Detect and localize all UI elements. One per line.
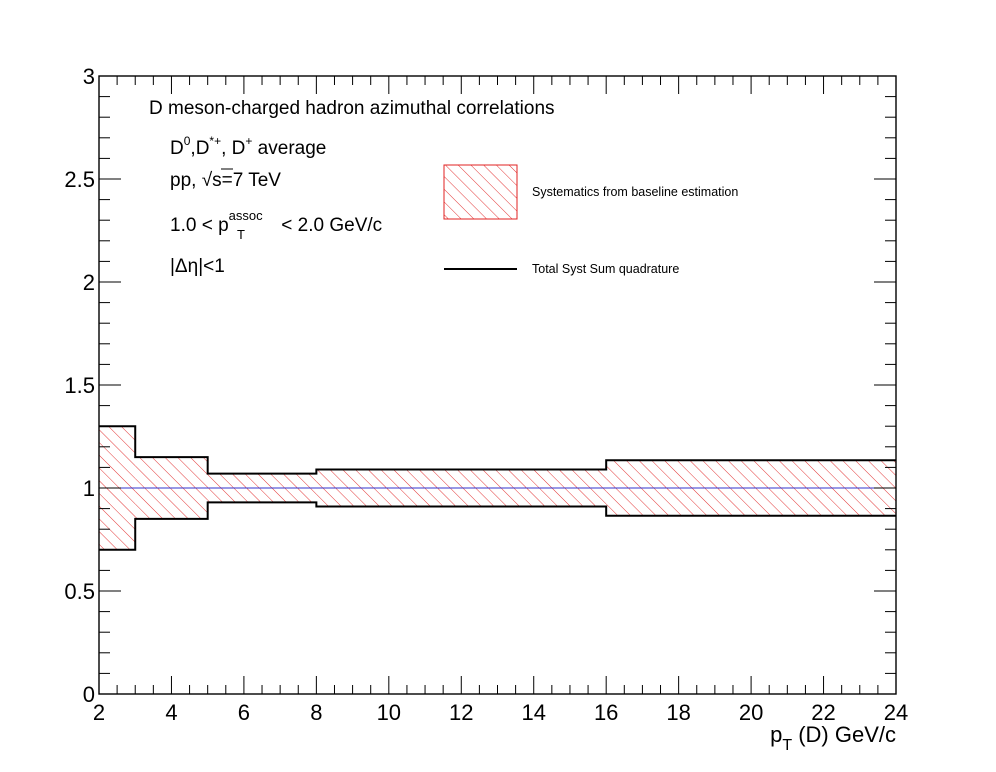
x-tick-label: 4 bbox=[165, 700, 177, 725]
annotation-mesons: D0,D*+, D+ average bbox=[170, 134, 326, 159]
legend: Systematics from baseline estimation Tot… bbox=[443, 164, 738, 276]
x-tick-label: 6 bbox=[238, 700, 250, 725]
x-tick-label: 22 bbox=[811, 700, 835, 725]
x-tick-label: 16 bbox=[594, 700, 618, 725]
legend-label-hatched: Systematics from baseline estimation bbox=[532, 185, 738, 199]
y-tick-labels: 0 0.5 1 1.5 2 2.5 3 bbox=[64, 64, 95, 707]
y-tick-label: 3 bbox=[83, 64, 95, 89]
y-tick-label: 0 bbox=[83, 682, 95, 707]
y-tick-label: 0.5 bbox=[64, 579, 95, 604]
x-tick-label: 2 bbox=[93, 700, 105, 725]
x-tick-labels: 2 4 6 8 10 12 14 16 18 20 22 24 bbox=[93, 700, 908, 725]
outline-upper bbox=[99, 425, 896, 475]
y-tick-label: 1 bbox=[83, 476, 95, 501]
x-tick-label: 8 bbox=[310, 700, 322, 725]
y-tick-label: 2.5 bbox=[64, 167, 95, 192]
axis-ticks bbox=[98, 75, 897, 695]
y-tick-label: 2 bbox=[83, 270, 95, 295]
x-tick-label: 10 bbox=[377, 700, 401, 725]
x-tick-label: 18 bbox=[666, 700, 690, 725]
x-axis-label: pT (D) GeV/c bbox=[770, 722, 896, 754]
annotation-eta-cut: |Δη|<1 bbox=[170, 256, 225, 277]
x-tick-label: 24 bbox=[884, 700, 908, 725]
legend-hatch-swatch bbox=[443, 164, 518, 220]
x-tick-label: 20 bbox=[739, 700, 763, 725]
x-tick-label: 14 bbox=[521, 700, 545, 725]
x-tick-label: 12 bbox=[449, 700, 473, 725]
annotation-energy: pp, √s=7 TeV bbox=[170, 170, 281, 191]
legend-label-line: Total Syst Sum quadrature bbox=[532, 262, 679, 276]
y-tick-label: 1.5 bbox=[64, 373, 95, 398]
outline-lower bbox=[99, 501, 896, 551]
annotation-pt-assoc: 1.0 < passoc T < 2.0 GeV/c bbox=[170, 208, 382, 242]
annotation-title: D meson-charged hadron azimuthal correla… bbox=[149, 98, 555, 119]
total-syst-outline bbox=[99, 425, 896, 551]
